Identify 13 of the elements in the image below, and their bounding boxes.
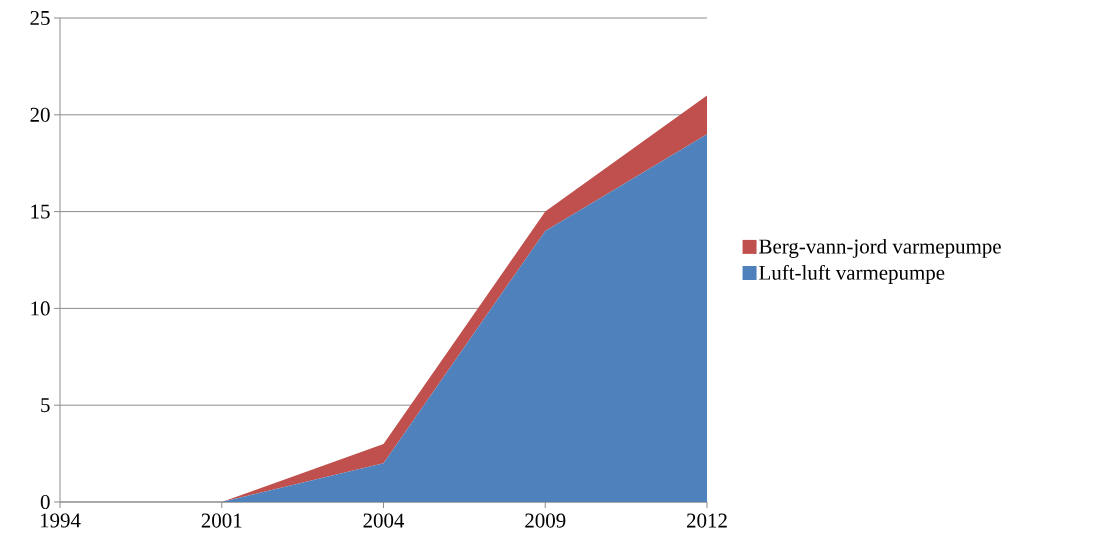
- y-tick-label: 15: [31, 204, 50, 219]
- y-tick-label: 5: [41, 398, 50, 413]
- x-tick-label: 2009: [525, 513, 566, 528]
- x-tick-label: 1994: [40, 513, 81, 528]
- x-tick-label: 2012: [687, 513, 727, 528]
- y-tick-label: 0: [40, 494, 50, 510]
- x-tick-label: 2001: [201, 513, 242, 528]
- legend-label: Berg-vann-jord varmepumpe: [759, 238, 1001, 258]
- y-tick-label: 20: [30, 107, 50, 122]
- y-tick-label: 25: [30, 10, 50, 26]
- x-tick-label: 2004: [363, 513, 405, 528]
- y-tick-label: 10: [31, 301, 50, 316]
- legend-label: Luft-luft varmepumpe: [759, 264, 945, 285]
